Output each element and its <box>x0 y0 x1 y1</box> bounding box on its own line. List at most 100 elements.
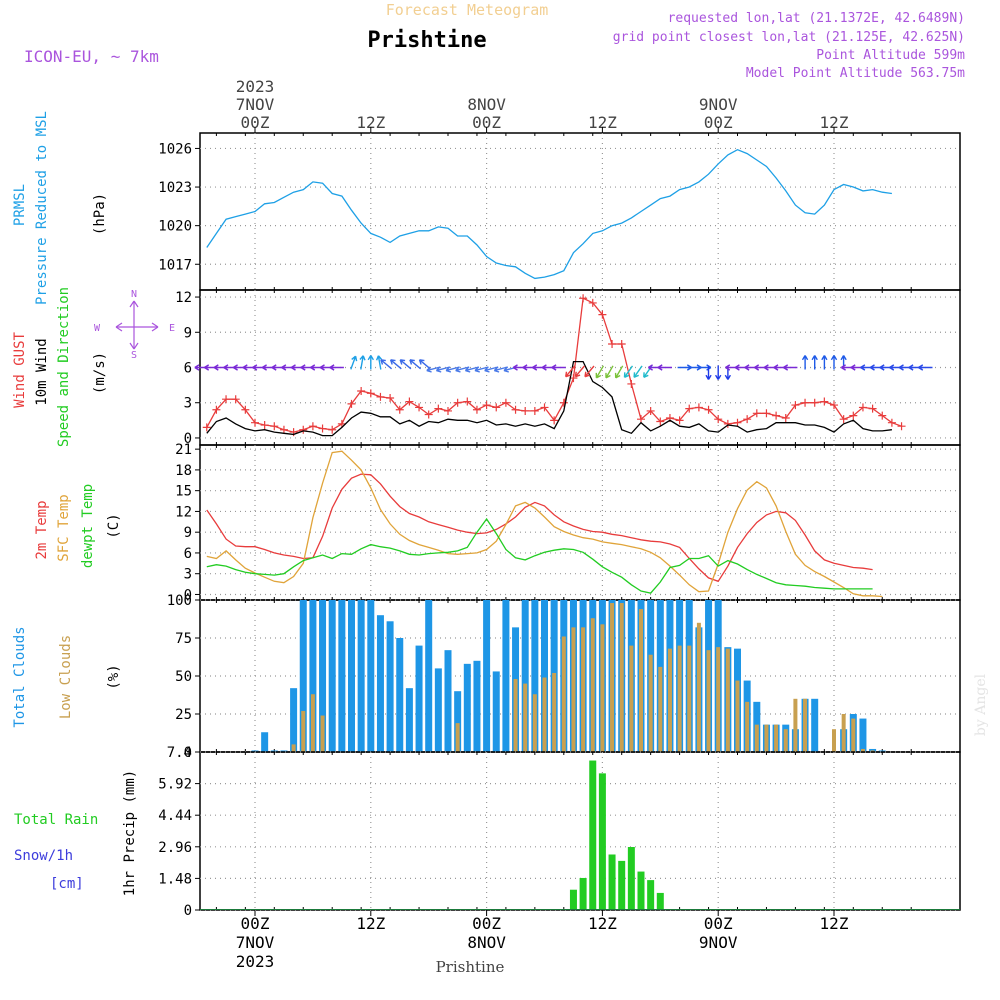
gust-marker <box>347 399 356 408</box>
gust-marker <box>212 405 221 414</box>
gust-marker <box>222 395 231 404</box>
series-line-10m-wind <box>206 360 892 437</box>
clouds-panel: 100 75 50 25 0 <box>167 593 961 761</box>
top-hour-label: 12Z <box>820 113 849 132</box>
y-tick-label: 15 <box>175 484 192 500</box>
top-year-label: 2023 <box>236 77 275 96</box>
low-cloud-bar <box>716 647 721 752</box>
total-cloud-bar <box>280 750 288 752</box>
wind-direction-arrow <box>380 359 393 370</box>
y-tick-label: 12 <box>175 504 192 520</box>
bottom-hour-label: 00Z <box>704 914 733 933</box>
wind-ylabel: (m/s) <box>92 352 108 394</box>
compass-w: W <box>94 323 101 334</box>
rain-bar <box>647 880 655 910</box>
wind-direction-arrow <box>350 355 358 370</box>
precip-ylabel: 1hr Precip (mm) <box>122 770 138 896</box>
gust-marker <box>849 411 858 420</box>
title-small: Forecast Meteogram <box>386 1 549 19</box>
compass-west-arrow <box>115 322 123 332</box>
wind-direction-arrow <box>595 365 605 379</box>
low-cloud-bar <box>687 645 692 752</box>
gust-marker <box>308 422 317 431</box>
low-cloud-bar <box>860 748 865 752</box>
y-tick-label: 1026 <box>158 141 192 157</box>
precip-label-cm: [cm] <box>50 876 84 892</box>
rain-bar <box>627 847 635 910</box>
cloud-label-a: Total Clouds <box>12 626 28 727</box>
total-cloud-bar <box>319 600 327 752</box>
wind-direction-arrow <box>801 355 809 370</box>
y-tick-label: 75 <box>175 631 192 647</box>
low-cloud-bar <box>764 724 769 752</box>
total-cloud-bar <box>811 698 819 752</box>
low-cloud-bar <box>310 694 315 752</box>
total-cloud-bar <box>541 600 548 752</box>
total-cloud-bar <box>473 660 481 752</box>
gust-marker <box>810 398 819 407</box>
wind-direction-arrow <box>329 364 344 371</box>
low-cloud-bar <box>291 744 296 752</box>
low-cloud-bar <box>455 723 460 752</box>
wind-panel: 12 9 6 3 0 <box>175 289 961 447</box>
wind-direction-arrow <box>426 366 441 373</box>
y-tick-label: 21 <box>175 442 192 458</box>
y-tick-label: 50 <box>175 669 192 685</box>
wind-direction-arrow <box>493 366 508 373</box>
total-cloud-bar <box>396 638 404 752</box>
compass-south-arrow <box>129 342 139 350</box>
wind-direction-arrow <box>375 355 383 370</box>
top-date-label: 9NOV <box>699 95 738 114</box>
compass-arrows <box>115 300 159 350</box>
low-cloud-bar <box>590 618 595 752</box>
wind-direction-arrow <box>455 366 470 373</box>
y-tick-label: 18 <box>175 463 192 479</box>
gust-marker <box>791 401 800 410</box>
low-cloud-bar <box>803 698 808 752</box>
gust-marker <box>328 425 337 434</box>
gust-marker <box>202 423 211 432</box>
total-cloud-bar <box>425 600 433 752</box>
top-hour-label: 00Z <box>704 113 733 132</box>
panel-frame <box>199 132 961 291</box>
rain-bar <box>656 892 664 910</box>
gust-marker <box>453 398 462 407</box>
gust-marker <box>415 403 424 412</box>
gust-marker <box>723 419 732 428</box>
total-cloud-bar <box>290 688 298 752</box>
total-cloud-bar <box>531 600 539 752</box>
wind-label-a: Wind GUST <box>12 332 28 408</box>
gust-marker <box>260 421 269 430</box>
wind-direction-arrow <box>811 355 818 370</box>
gust-marker <box>685 404 694 413</box>
precip-label-snow: Snow/1h <box>14 848 73 864</box>
gust-marker <box>511 405 520 414</box>
low-cloud-bar <box>832 729 836 752</box>
rain-bar <box>589 760 597 910</box>
wind-direction-arrow <box>783 364 798 371</box>
bottom-time-axis: 00Z 12Z 00Z 12Z 00Z 12Z 7NOV 8NOV 9NOV 2023 <box>236 910 849 971</box>
pressure-label-b: Pressure Reduced to MSL <box>34 111 50 305</box>
gust-marker <box>530 406 539 415</box>
y-tick-label: 5.92 <box>158 777 192 793</box>
total-cloud-bar <box>328 600 336 752</box>
wind-label-b: 10m Wind <box>34 338 50 405</box>
y-tick-label: 9 <box>184 325 192 341</box>
y-tick-label: 12 <box>175 290 192 306</box>
y-tick-label: 7.4 <box>167 745 192 761</box>
gust-marker <box>241 405 250 414</box>
low-cloud-bar <box>523 683 528 752</box>
bottom-hour-label: 12Z <box>588 914 617 933</box>
wind-direction-arrow <box>389 359 402 370</box>
total-cloud-bar <box>483 600 491 752</box>
location-title: Prishtine <box>367 28 486 53</box>
gust-marker <box>521 406 530 415</box>
top-hour-label: 00Z <box>472 113 501 132</box>
total-cloud-bar <box>502 600 510 752</box>
total-cloud-bar <box>386 621 394 752</box>
y-tick-label: 1020 <box>158 219 192 235</box>
low-cloud-bar <box>629 645 634 752</box>
gust-marker <box>251 418 259 427</box>
series-line-sfc-temp <box>206 450 883 598</box>
